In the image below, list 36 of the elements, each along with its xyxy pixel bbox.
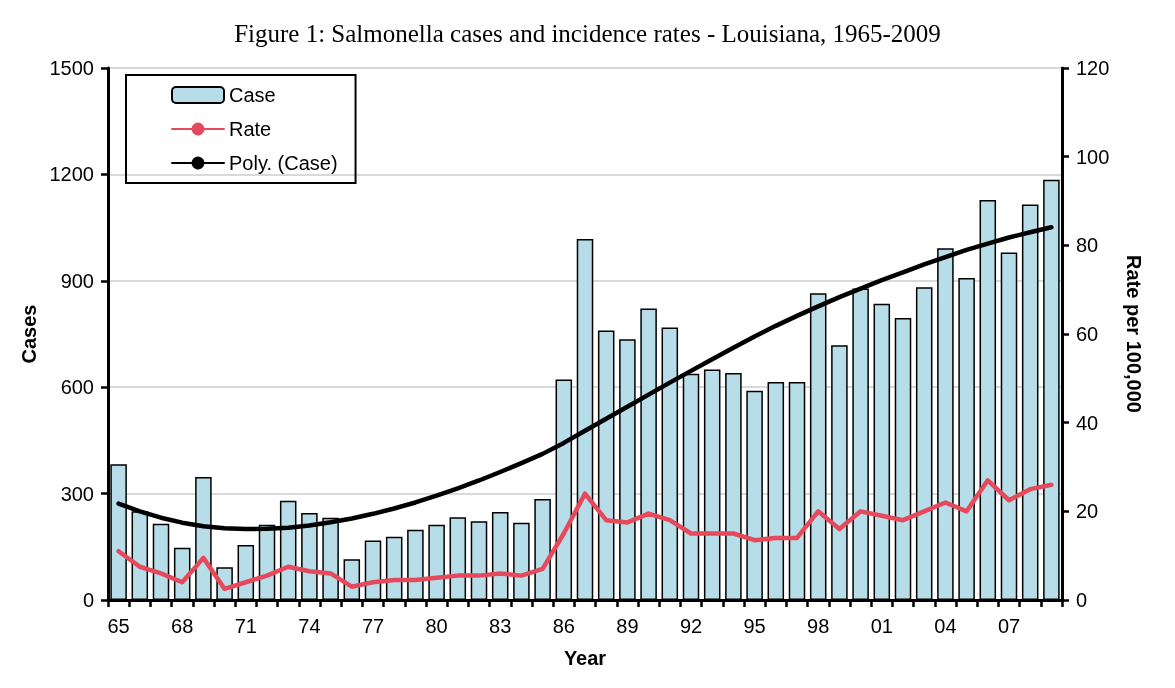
legend-label: Case (229, 84, 276, 106)
y-axis-title: Cases (17, 304, 40, 364)
y-tick-label: 0 (82, 589, 94, 611)
y2-tick-label: 80 (1076, 234, 1099, 257)
x-axis-title: Year (563, 647, 607, 669)
y2-axis-title: Rate per 100,000 (1123, 255, 1145, 413)
x-tick-label: 01 (870, 615, 893, 637)
y2-tick-label: 40 (1076, 411, 1099, 434)
y2-tick-label: 60 (1076, 323, 1099, 345)
x-tick-label: 71 (234, 615, 257, 637)
x-tick-label: 68 (171, 615, 194, 637)
x-tick-label: 95 (743, 615, 766, 637)
x-tick-label: 83 (489, 615, 512, 637)
y2-tick-label: 20 (1076, 500, 1099, 523)
x-tick-label: 77 (361, 615, 385, 637)
x-tick-label: 07 (997, 615, 1021, 637)
chart-title: Figure 1: Salmonella cases and incidence rates - Louisiana, 1965-2009 (234, 20, 941, 47)
line-series (116, 478, 1054, 592)
y2-tick-label: 0 (1076, 589, 1088, 611)
y-tick-label: 600 (60, 376, 94, 399)
y2-tick-label: 100 (1076, 145, 1110, 168)
x-tick-label: 92 (679, 615, 703, 637)
y-tick-label: 300 (60, 482, 94, 505)
legend-label: Rate (229, 118, 272, 140)
x-tick-label: 80 (425, 615, 448, 637)
x-tick-label: 65 (107, 615, 130, 637)
y-tick-label: 900 (60, 269, 94, 292)
x-tick-label: 04 (934, 615, 957, 637)
x-tick-label: 74 (298, 615, 321, 637)
y2-tick-label: 120 (1076, 57, 1110, 79)
x-tick-label: 89 (616, 615, 639, 637)
x-tick-label: 98 (807, 615, 830, 637)
y-tick-label: 1500 (49, 57, 94, 79)
legend-label: Poly. (Case) (229, 152, 338, 174)
x-tick-label: 86 (552, 615, 575, 637)
y-tick-label: 1200 (49, 163, 94, 186)
